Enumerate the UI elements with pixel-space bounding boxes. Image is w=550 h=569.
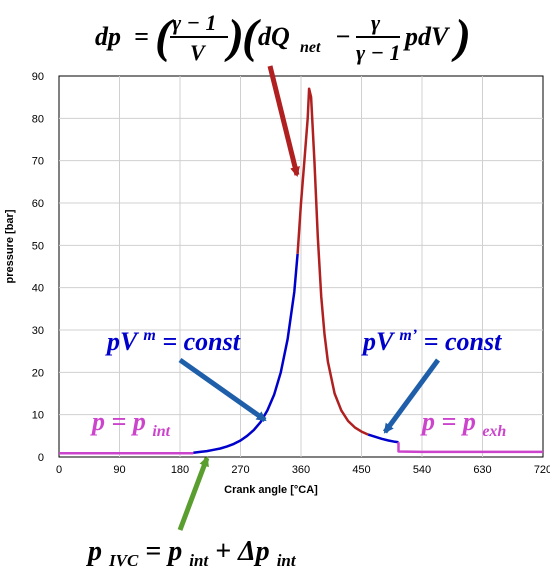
- annotation-exhaust: p = p exh: [420, 407, 506, 440]
- svg-text:p = p exh: p = p exh: [420, 407, 506, 440]
- expansion-const: = const: [424, 327, 502, 356]
- x-tick-label-2: 180: [171, 464, 189, 476]
- formula-net-sub: net: [300, 39, 321, 56]
- arrow-expansion: [382, 358, 441, 434]
- series-line-4: [397, 442, 543, 454]
- ivc-p: p: [86, 536, 102, 567]
- x-tick-label-8: 720: [534, 464, 550, 476]
- x-tick-label-0: 0: [56, 464, 62, 476]
- y-axis-ticks: 0 10 20 30 40 50 60 70 80 90: [32, 71, 44, 464]
- ivc-int-sub: int: [189, 551, 209, 569]
- x-tick-label-3: 270: [231, 464, 249, 476]
- plot-area: 0 90 180 270 360 450 540 630 720 0 10 20 30 40 50 60 70…: [32, 71, 550, 476]
- formula-frac1-den: V: [190, 40, 207, 65]
- ivc-sub: IVC: [108, 551, 139, 569]
- compression-const: = const: [162, 327, 240, 356]
- formula-open-paren-1: (: [155, 10, 174, 63]
- arrow-ivc: [177, 456, 210, 531]
- exhaust-sub: exh: [482, 423, 506, 440]
- intake-sub: int: [152, 423, 170, 440]
- x-tick-label-4: 360: [292, 464, 310, 476]
- y-tick-label-3: 30: [32, 325, 44, 337]
- expansion-pv: pV: [361, 327, 396, 356]
- formula-frac2-num: γ: [371, 10, 381, 35]
- y-axis-label: pressure [bar]: [4, 209, 16, 283]
- annotation-intake: p = p int: [90, 407, 171, 440]
- x-tick-label-1: 90: [113, 464, 125, 476]
- y-tick-label-9: 90: [32, 71, 44, 83]
- x-axis-ticks: 0 90 180 270 360 450 540 630 720: [56, 464, 550, 476]
- formula-lhs: dp: [95, 22, 121, 51]
- y-tick-label-6: 60: [32, 198, 44, 210]
- expansion-exponent: m’: [399, 327, 417, 344]
- formula-frac2-den: γ − 1: [356, 40, 400, 65]
- svg-text:p = p int: p = p int: [90, 407, 171, 440]
- formula-close-paren-1: ): [224, 10, 244, 63]
- annotation-expansion: pV m’ = const: [361, 317, 502, 356]
- y-tick-label-1: 10: [32, 410, 44, 422]
- y-tick-label-8: 80: [32, 113, 44, 125]
- svg-text:pV m’ = const: pV m’ = const: [361, 317, 502, 356]
- x-axis-label: Crank angle [°CA]: [224, 484, 318, 496]
- formula-open-paren-2: (: [242, 10, 261, 63]
- formula-combustion: dp = ( γ − 1 V ) ( dQ net − γ γ − 1 pdV …: [95, 10, 471, 65]
- y-tick-label-2: 20: [32, 367, 44, 379]
- y-tick-label-7: 70: [32, 156, 44, 168]
- grid: [59, 76, 543, 457]
- formula-dq: dQ: [258, 22, 290, 51]
- x-tick-label-7: 630: [473, 464, 491, 476]
- formula-minus: −: [335, 22, 351, 51]
- exhaust-eq: p = p: [420, 407, 476, 436]
- compression-pv: pV: [105, 327, 140, 356]
- arrow-compression: [178, 357, 267, 423]
- x-tick-label-6: 540: [413, 464, 431, 476]
- ivc-delta-sub: int: [277, 551, 297, 569]
- ivc-plus: + Δp: [215, 536, 270, 567]
- annotation-compression: pV m = const: [105, 317, 241, 356]
- series-line-2: [296, 87, 369, 436]
- formula-eq: =: [134, 22, 149, 51]
- series-group: [59, 87, 543, 455]
- compression-exponent: m: [143, 327, 155, 344]
- ivc-eq: = p: [145, 536, 182, 567]
- annotation-ivc: p IVC = p int + Δp int: [86, 536, 297, 569]
- svg-text:p IVC = p i: p IVC = p int + Δp int: [86, 536, 297, 569]
- formula-close-paren-2: ): [451, 10, 471, 63]
- intake-eq: p = p: [90, 407, 146, 436]
- series-line-1: [193, 253, 299, 455]
- svg-text:pV m = const: pV m = const: [105, 317, 241, 356]
- y-tick-label-5: 50: [32, 240, 44, 252]
- series-line-3: [367, 433, 399, 444]
- arrow-combustion: [267, 65, 300, 177]
- y-tick-label-4: 40: [32, 283, 44, 295]
- formula-frac1-num: γ − 1: [172, 10, 216, 35]
- x-tick-label-5: 450: [352, 464, 370, 476]
- formula-pdv: pdV: [403, 22, 451, 51]
- y-tick-label-0: 0: [38, 452, 44, 464]
